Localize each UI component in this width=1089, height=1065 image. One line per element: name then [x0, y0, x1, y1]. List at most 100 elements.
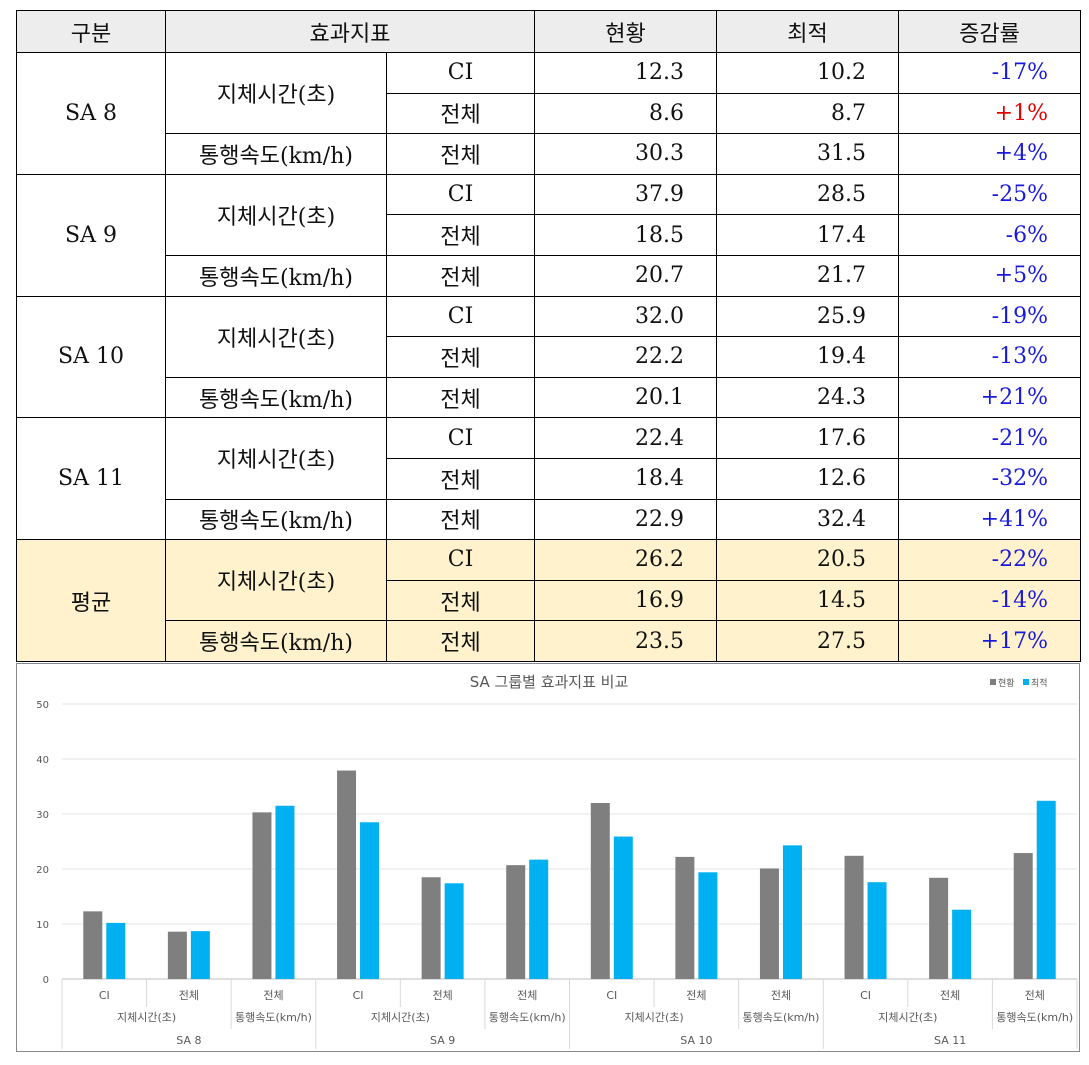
metric-cell: 지체시간(초)	[165, 539, 387, 622]
x-metric-label: 통행속도(km/h)	[743, 1011, 820, 1024]
x-metric-label: 지체시간(초)	[878, 1011, 937, 1024]
y-tick-label: 40	[36, 755, 49, 766]
optimal-value-cell: 21.7	[716, 254, 899, 297]
sub-metric-cell: 전체	[386, 92, 535, 135]
x-metric-label: 통행속도(km/h)	[235, 1011, 312, 1024]
optimal-value-cell: 20.5	[716, 539, 899, 581]
bar-current	[1013, 853, 1033, 979]
x-sub-label: CI	[606, 989, 617, 1002]
bar-current	[759, 868, 779, 979]
legend-swatch-current	[990, 679, 996, 685]
current-value-cell: 22.4	[534, 417, 717, 459]
bar-optimal	[952, 909, 972, 979]
table-row: 통행속도(km/h) 전체 20.1 24.3 +21%	[17, 376, 1081, 419]
current-value-cell: 32.0	[534, 295, 717, 338]
table-row: SA 9 지체시간(초) CI 37.9 28.5 -25%	[16, 173, 1081, 297]
table-row: 통행속도(km/h) 전체 30.3 31.5 +4%	[17, 133, 1081, 175]
x-group-label: SA 10	[680, 1034, 712, 1047]
change-rate-cell: +41%	[898, 498, 1081, 541]
current-value-cell: 22.2	[534, 336, 717, 378]
bar-optimal	[444, 883, 464, 979]
y-tick-label: 10	[36, 920, 49, 931]
x-sub-label: CI	[353, 989, 364, 1002]
y-tick-label: 50	[36, 700, 49, 711]
table-row: 전체 18.4 12.6 -32%	[17, 457, 1081, 500]
header-category: 구분	[16, 10, 166, 53]
x-metric-label: 통행속도(km/h)	[489, 1011, 566, 1024]
bar-current	[83, 911, 103, 979]
legend-label-optimal: 최적	[1031, 677, 1048, 689]
change-rate-cell: -19%	[898, 295, 1081, 338]
current-value-cell: 18.5	[534, 214, 717, 256]
y-tick-label: 30	[36, 810, 49, 821]
sub-metric-cell: 전체	[386, 133, 535, 175]
table-row: SA 11 지체시간(초) CI 22.4 17.6 -21%	[16, 417, 1081, 541]
optimal-value-cell: 17.6	[716, 417, 899, 459]
header-optimal: 최적	[716, 10, 899, 53]
performance-table: 구분 효과지표 현황 최적 증감률 SA 8 지체시간(초) CI 12.3 10.2-…	[16, 10, 1081, 662]
sub-metric-cell: CI	[386, 295, 535, 338]
change-rate-cell: -21%	[898, 417, 1081, 459]
bar-current	[844, 855, 864, 979]
sub-metric-cell: 전체	[386, 376, 535, 419]
x-metric-label: 지체시간(초)	[624, 1011, 683, 1024]
optimal-value-cell: 25.9	[716, 295, 899, 338]
comparison-chart: 0 10 20 30 40 50 CI 전체 전체 CI 전체 전체 CI 전체 전체 CI 전체 전체 지체시간(…	[16, 663, 1080, 1052]
sub-metric-cell: 전체	[386, 579, 535, 622]
metric-cell: 지체시간(초)	[165, 295, 387, 378]
metric-cell: 지체시간(초)	[165, 173, 387, 256]
legend-swatch-optimal	[1023, 679, 1029, 685]
optimal-value-cell: 8.7	[716, 92, 899, 135]
table-row: 평균 지체시간(초) CI 26.2 20.5 -22%	[16, 539, 1081, 662]
optimal-value-cell: 24.3	[716, 376, 899, 419]
change-rate-cell: +5%	[898, 254, 1081, 297]
table-row: 통행속도(km/h) 전체 22.9 32.4 +41%	[17, 498, 1081, 541]
current-value-cell: 20.7	[534, 254, 717, 297]
bar-current	[929, 877, 949, 979]
x-group-label: SA 8	[176, 1034, 201, 1047]
x-metric-label: 통행속도(km/h)	[996, 1011, 1073, 1024]
bar-optimal	[190, 931, 210, 979]
x-sub-label: 전체	[263, 989, 283, 1002]
sub-metric-cell: 전체	[386, 620, 535, 662]
group-name-cell: 평균	[16, 539, 166, 662]
bar-optimal	[106, 922, 126, 979]
metric-cell: 통행속도(km/h)	[165, 620, 387, 662]
current-value-cell: 30.3	[534, 133, 717, 175]
x-sub-label: 전체	[433, 989, 453, 1002]
optimal-value-cell: 31.5	[716, 133, 899, 175]
header-metric: 효과지표	[165, 10, 535, 53]
current-value-cell: 16.9	[534, 579, 717, 622]
current-value-cell: 22.9	[534, 498, 717, 541]
header-current: 현황	[534, 10, 717, 53]
group-name-cell: SA 10	[16, 295, 166, 419]
x-sub-label: 전체	[940, 989, 960, 1002]
bar-current	[675, 856, 695, 979]
change-rate-cell: +21%	[898, 376, 1081, 419]
optimal-value-cell: 14.5	[716, 579, 899, 622]
bar-current	[252, 812, 272, 979]
change-rate-cell: -25%	[898, 173, 1081, 216]
bar-optimal	[275, 805, 295, 979]
optimal-value-cell: 28.5	[716, 173, 899, 216]
change-rate-cell: -6%	[898, 214, 1081, 256]
bar-current	[506, 865, 526, 979]
x-group-label: SA 9	[430, 1034, 455, 1047]
sub-metric-cell: CI	[386, 173, 535, 216]
current-value-cell: 12.3	[534, 52, 717, 94]
bar-optimal	[1036, 800, 1056, 979]
group-name-cell: SA 9	[16, 173, 166, 297]
x-group-label: SA 11	[934, 1034, 966, 1047]
legend-label-current: 현황	[998, 678, 1015, 689]
optimal-value-cell: 12.6	[716, 457, 899, 500]
x-sub-label: 전체	[1025, 989, 1045, 1002]
bar-optimal	[782, 845, 802, 979]
change-rate-cell: +4%	[898, 133, 1081, 175]
change-rate-cell: +17%	[898, 620, 1081, 662]
current-value-cell: 37.9	[534, 173, 717, 216]
current-value-cell: 18.4	[534, 457, 717, 500]
bar-optimal	[867, 882, 887, 979]
table-row: SA 8 지체시간(초) CI 12.3 10.2 -17%	[16, 51, 1081, 175]
table-row: 통행속도(km/h) 전체 20.7 21.7 +5%	[17, 254, 1081, 297]
bar-optimal	[698, 872, 718, 979]
